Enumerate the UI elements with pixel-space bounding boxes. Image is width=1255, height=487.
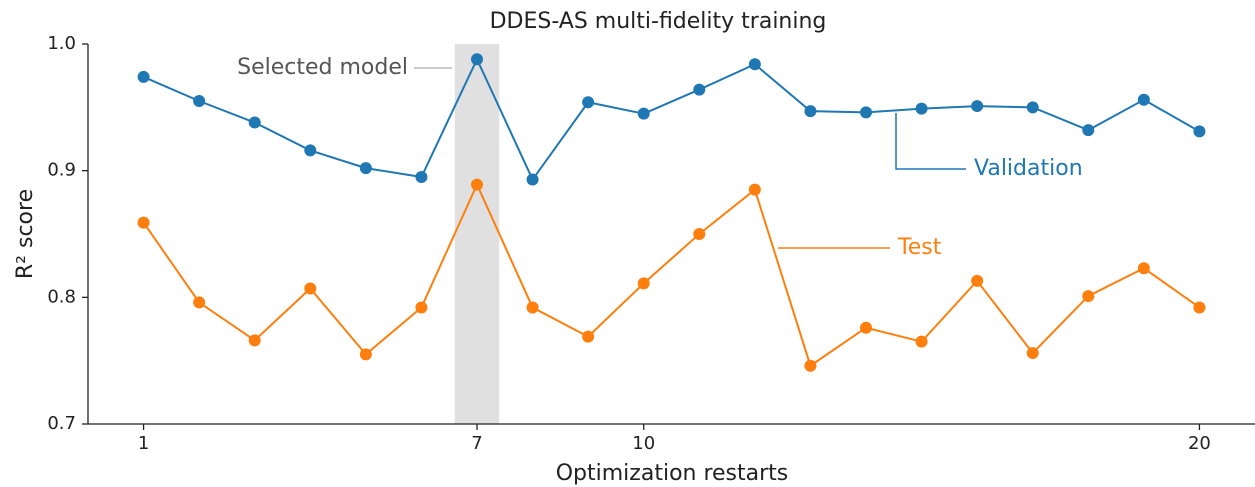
series-point bbox=[637, 277, 650, 290]
series-point bbox=[1137, 262, 1150, 275]
series-point bbox=[248, 116, 261, 129]
x-tick-label: 20 bbox=[1188, 433, 1211, 454]
series-point bbox=[971, 274, 984, 287]
series-point bbox=[248, 334, 261, 347]
series-point bbox=[193, 95, 206, 107]
series-point bbox=[1026, 101, 1039, 114]
series-point bbox=[1193, 301, 1206, 314]
series-line bbox=[143, 56, 1200, 182]
legend-label: Test bbox=[897, 235, 942, 260]
series-point bbox=[359, 162, 372, 175]
series-point bbox=[193, 296, 206, 309]
series-point bbox=[860, 321, 872, 334]
series-point bbox=[804, 105, 817, 118]
x-tick-label: 10 bbox=[632, 433, 655, 454]
chart-title: DDES-AS multi-fidelity training bbox=[490, 9, 827, 34]
series-point bbox=[582, 330, 595, 343]
series-line bbox=[142, 182, 1201, 368]
series-point bbox=[748, 183, 761, 196]
y-axis-label: R² score bbox=[13, 189, 38, 279]
series-point bbox=[693, 228, 706, 240]
series-point bbox=[582, 96, 595, 109]
series-point bbox=[804, 359, 817, 372]
series-point bbox=[415, 301, 428, 314]
series-point bbox=[415, 171, 428, 183]
series-point bbox=[748, 58, 761, 71]
series-point bbox=[471, 53, 483, 66]
series-point bbox=[637, 107, 650, 120]
series-point bbox=[137, 216, 150, 229]
series-point bbox=[526, 301, 539, 314]
series-point bbox=[1193, 125, 1206, 138]
series-point bbox=[1137, 93, 1150, 106]
series-point bbox=[304, 282, 317, 295]
highlight-span bbox=[454, 44, 500, 424]
annotation: Selected model bbox=[237, 55, 408, 80]
y-tick-label: 0.7 bbox=[47, 413, 76, 434]
x-tick-label: 7 bbox=[471, 433, 482, 454]
series-point bbox=[1026, 347, 1039, 360]
x-axis-label: Optimization restarts bbox=[556, 461, 789, 486]
y-tick-label: 0.8 bbox=[47, 286, 76, 307]
series-point bbox=[471, 178, 483, 191]
series-point bbox=[304, 144, 317, 157]
series-point bbox=[359, 348, 372, 361]
series-point bbox=[860, 106, 872, 119]
series-point bbox=[526, 173, 539, 186]
series-point bbox=[137, 70, 150, 83]
series-point bbox=[693, 83, 706, 96]
legend-label: Validation bbox=[974, 156, 1083, 181]
series-point bbox=[915, 335, 928, 348]
x-tick-label: 1 bbox=[138, 433, 149, 454]
y-tick-label: 1.0 bbox=[47, 33, 76, 54]
series-point bbox=[1082, 290, 1095, 303]
series-point bbox=[971, 100, 984, 113]
series-point bbox=[915, 102, 928, 115]
y-tick-label: 0.9 bbox=[47, 160, 76, 181]
annotation-line bbox=[895, 113, 966, 170]
series-point bbox=[1082, 124, 1095, 137]
